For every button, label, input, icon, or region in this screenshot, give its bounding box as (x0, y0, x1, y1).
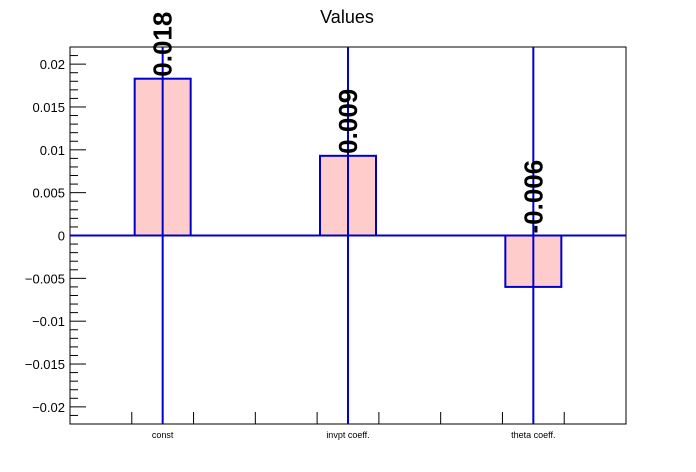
y-tick-label: −0.01 (32, 314, 65, 329)
y-tick-label: −0.015 (25, 357, 65, 372)
y-tick-label: 0.01 (40, 143, 65, 158)
y-tick-label: 0.015 (32, 100, 65, 115)
y-tick-label: −0.005 (25, 271, 65, 286)
y-tick-label: 0.02 (40, 57, 65, 72)
x-axis: const invpt coeff. theta coeff. (131, 412, 627, 440)
y-axis: −0.02 −0.015 −0.01 −0.005 0 0.005 0.01 0.015 0.0… (25, 46, 86, 425)
value-label: -0.006 (518, 160, 548, 234)
y-tick-label: 0.005 (32, 186, 65, 201)
value-label: 0.009 (333, 89, 363, 154)
value-label: 0.018 (148, 12, 178, 77)
y-tick-label: 0 (58, 229, 65, 244)
x-tick-label: const (152, 430, 174, 440)
y-tick-label: −0.02 (32, 400, 65, 415)
value-labels: 0.018 0.009 -0.006 (148, 12, 549, 234)
x-tick-label: invpt coeff. (326, 430, 369, 440)
x-tick-label: theta coeff. (511, 430, 555, 440)
chart-title: Values (320, 7, 374, 27)
